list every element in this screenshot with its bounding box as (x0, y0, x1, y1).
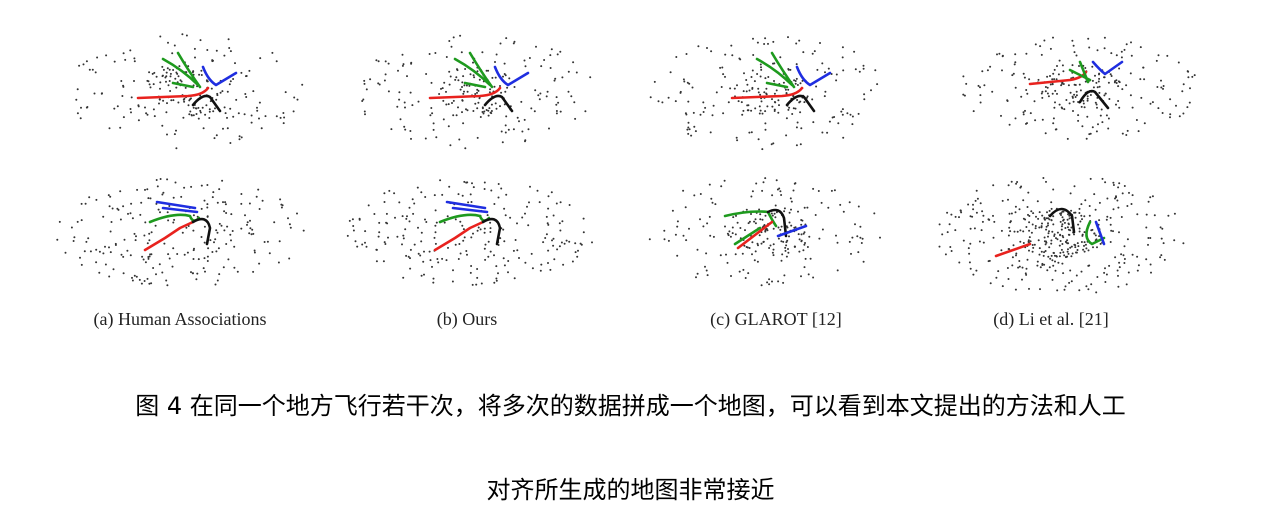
trajectory-blue-c-bottom (776, 224, 808, 238)
subfigure-caption-c: (c) GLAROT [12] (710, 309, 842, 329)
figure-panels (56, 33, 1196, 294)
trajectory-black-d-bottom (1048, 207, 1076, 234)
trajectory-blue-b-bottom (445, 200, 489, 214)
trajectory-black-c-top (785, 94, 816, 113)
trajectory-blue-a-top (201, 65, 238, 87)
trajectory-green-d-top (1068, 60, 1092, 84)
trajectory-blue-b-top (493, 65, 530, 87)
trajectory-green-b-top (453, 51, 494, 89)
trajectory-black-d-top (1078, 89, 1110, 110)
trajectory-red-b-top (428, 86, 502, 100)
trajectory-blue-d-bottom (1094, 220, 1106, 246)
subfigure-caption-d: (d) Li et al. [21] (993, 309, 1109, 329)
trajectory-blue-a-bottom (155, 200, 199, 214)
point-cloud-a-bottom (56, 178, 305, 287)
trajectory-black-a-bottom (191, 217, 212, 246)
figure-caption-line-1: 图 4 在同一个地方飞行若干次，将多次的数据拼成一个地图，可以看到本文提出的方法… (135, 392, 1126, 420)
point-cloud-d-top (962, 36, 1196, 140)
point-cloud-c-top (649, 36, 879, 151)
point-cloud-b-bottom (346, 179, 593, 286)
trajectory-black-a-top (191, 94, 222, 113)
point-cloud-d-bottom (938, 177, 1185, 294)
point-cloud-a-top (75, 33, 304, 150)
trajectory-black-b-bottom (481, 217, 502, 246)
trajectory-red-d-bottom (994, 242, 1032, 258)
trajectory-red-c-bottom (736, 220, 774, 250)
subfigure-caption-b: (b) Ours (436, 309, 498, 329)
trajectory-blue-c-top (795, 65, 832, 87)
point-cloud-c-bottom (648, 177, 881, 287)
trajectory-green-a-top (161, 51, 202, 89)
trajectory-red-a-bottom (143, 220, 195, 252)
trajectory-red-c-top (730, 86, 804, 100)
subfigure-caption-a: (a) Human Associations (93, 309, 267, 329)
trajectory-red-a-top (136, 86, 210, 100)
trajectory-black-b-top (483, 94, 514, 113)
trajectory-blue-d-top (1091, 60, 1124, 76)
trajectory-red-b-bottom (433, 220, 485, 252)
figure-caption-line-2: 对齐所生成的地图非常接近 (486, 476, 775, 504)
trajectory-green-d-bottom (1085, 220, 1106, 246)
trajectory-black-c-bottom (766, 208, 788, 238)
point-cloud-b-top (361, 34, 592, 150)
trajectory-green-c-top (755, 51, 796, 89)
